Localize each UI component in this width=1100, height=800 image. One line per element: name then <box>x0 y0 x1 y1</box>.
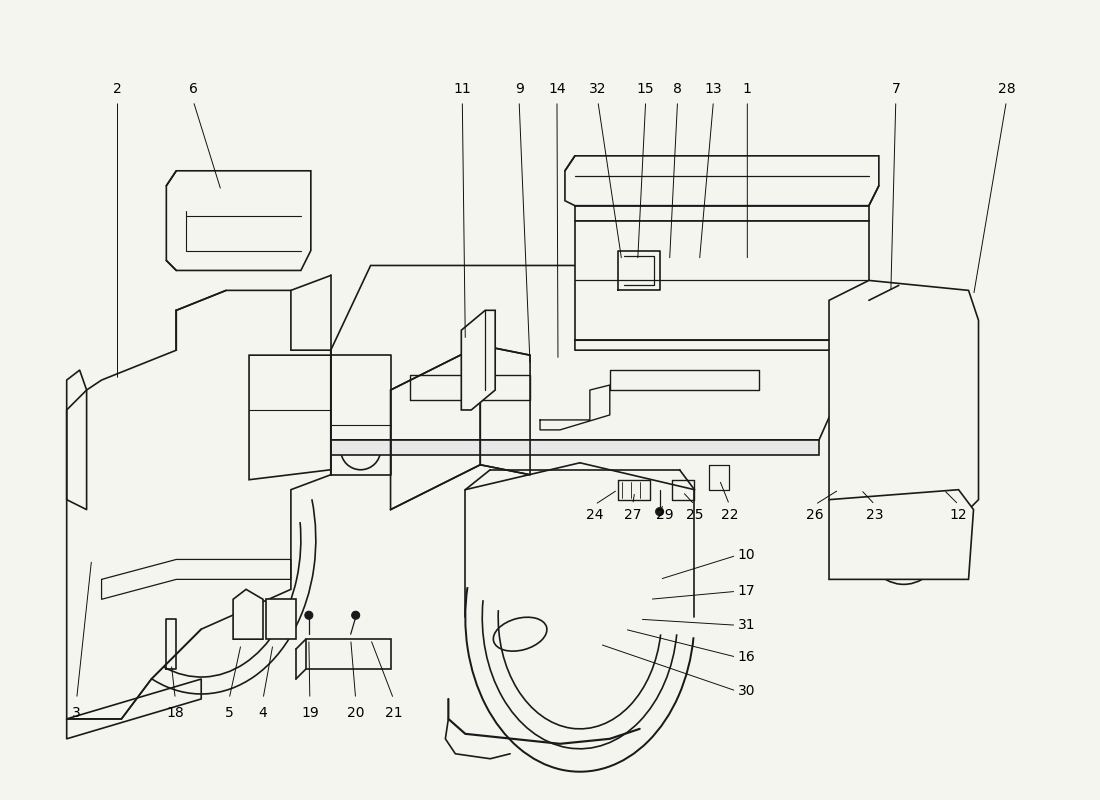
Text: 23: 23 <box>866 508 883 522</box>
Polygon shape <box>829 490 974 579</box>
Polygon shape <box>233 590 263 639</box>
Polygon shape <box>166 170 311 270</box>
Text: 17: 17 <box>737 584 755 598</box>
Text: 14: 14 <box>548 82 565 96</box>
Text: 30: 30 <box>738 684 755 698</box>
Text: 29: 29 <box>656 508 673 522</box>
Circle shape <box>876 290 882 295</box>
Text: 6: 6 <box>189 82 198 96</box>
Text: 15: 15 <box>637 82 654 96</box>
Polygon shape <box>306 639 390 669</box>
Text: 31: 31 <box>737 618 755 632</box>
Circle shape <box>656 508 663 515</box>
Text: 18: 18 <box>166 706 184 720</box>
Bar <box>191 218 256 241</box>
Text: 2: 2 <box>113 82 122 96</box>
Text: 4: 4 <box>258 706 267 720</box>
Text: 26: 26 <box>806 508 824 522</box>
Text: 7: 7 <box>891 82 900 96</box>
Polygon shape <box>565 156 879 206</box>
Circle shape <box>889 285 894 290</box>
Circle shape <box>305 611 312 619</box>
Polygon shape <box>311 350 331 450</box>
Bar <box>844 542 894 551</box>
Text: 9: 9 <box>515 82 524 96</box>
Bar <box>844 558 894 567</box>
Polygon shape <box>311 440 820 455</box>
Text: 28: 28 <box>998 82 1015 96</box>
Text: 32: 32 <box>590 82 606 96</box>
Text: 1: 1 <box>742 82 751 96</box>
Bar <box>844 510 894 519</box>
Polygon shape <box>461 310 495 410</box>
Text: 8: 8 <box>673 82 682 96</box>
Text: 16: 16 <box>737 650 756 664</box>
Polygon shape <box>67 290 331 719</box>
Text: 13: 13 <box>705 82 723 96</box>
Polygon shape <box>249 355 331 480</box>
Text: 3: 3 <box>73 706 81 720</box>
Polygon shape <box>266 599 296 639</box>
Text: 22: 22 <box>720 508 738 522</box>
Text: 5: 5 <box>224 706 233 720</box>
Bar <box>844 526 894 535</box>
Text: 12: 12 <box>949 508 967 522</box>
Polygon shape <box>829 281 979 519</box>
Text: 19: 19 <box>301 706 319 720</box>
Circle shape <box>352 611 360 619</box>
Text: 25: 25 <box>685 508 703 522</box>
Polygon shape <box>575 221 869 340</box>
Text: 27: 27 <box>624 508 641 522</box>
Text: 24: 24 <box>586 508 604 522</box>
Polygon shape <box>311 266 859 440</box>
Text: 10: 10 <box>737 549 755 562</box>
Text: 20: 20 <box>346 706 364 720</box>
Text: 21: 21 <box>385 706 403 720</box>
Text: 11: 11 <box>453 82 471 96</box>
